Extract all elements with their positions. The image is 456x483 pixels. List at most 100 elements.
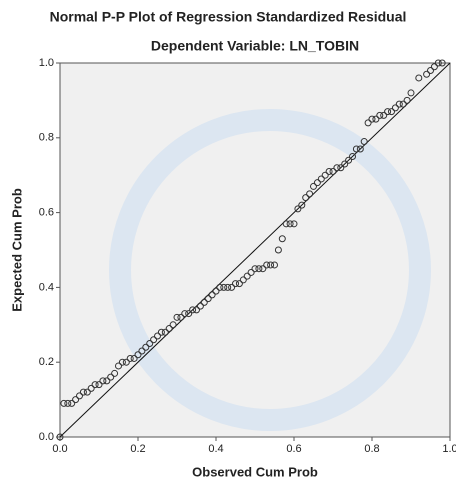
point — [391, 104, 399, 112]
point — [360, 138, 368, 146]
point — [115, 362, 122, 370]
point — [99, 377, 107, 385]
y-tick-label: 0.0 — [39, 431, 54, 443]
point — [83, 388, 91, 396]
point — [368, 115, 376, 123]
point — [286, 220, 294, 228]
point — [356, 145, 364, 153]
point — [68, 399, 76, 407]
point — [430, 63, 438, 71]
point — [310, 182, 317, 190]
x-tick-label: 0.0 — [52, 443, 67, 455]
point — [111, 369, 119, 377]
point — [122, 358, 130, 366]
point — [118, 358, 126, 366]
point — [271, 261, 278, 269]
y-axis-title: Expected Cum Prob — [9, 188, 24, 312]
point — [438, 59, 446, 67]
y-tick-label: 0.8 — [39, 132, 54, 144]
point — [228, 283, 236, 291]
point — [333, 164, 341, 172]
point — [317, 175, 325, 183]
point — [239, 276, 247, 284]
point — [126, 354, 134, 362]
point — [325, 167, 333, 175]
point — [278, 235, 286, 243]
x-tick-label: 1.0 — [442, 443, 456, 455]
point — [395, 100, 403, 108]
point — [321, 171, 329, 179]
point — [216, 283, 224, 291]
point — [255, 265, 263, 273]
x-tick-label: 0.8 — [364, 443, 379, 455]
point — [290, 220, 298, 228]
x-tick-label: 0.6 — [286, 443, 301, 455]
point — [165, 325, 173, 333]
point — [157, 328, 165, 336]
point — [154, 332, 161, 340]
point — [185, 310, 193, 318]
point — [177, 313, 185, 321]
point — [302, 194, 310, 202]
point — [224, 283, 232, 291]
point — [282, 220, 290, 228]
point — [263, 261, 271, 269]
point — [91, 381, 99, 389]
point — [243, 272, 251, 280]
x-tick-label: 0.4 — [208, 443, 223, 455]
point — [247, 268, 255, 276]
y-tick-label: 1.0 — [39, 57, 54, 69]
point — [204, 295, 212, 303]
point — [107, 373, 115, 381]
point — [64, 399, 72, 407]
point — [161, 328, 169, 336]
chart-title: Normal P-P Plot of Regression Standardiz… — [50, 9, 407, 25]
point — [76, 392, 83, 400]
point — [87, 384, 95, 392]
point — [434, 59, 442, 67]
point — [235, 280, 243, 288]
point — [95, 381, 103, 389]
point — [56, 433, 64, 441]
point — [138, 347, 146, 355]
point — [352, 145, 360, 153]
point — [341, 160, 349, 168]
point — [134, 351, 142, 359]
point — [142, 343, 150, 351]
point — [423, 70, 431, 78]
point — [274, 246, 282, 254]
point — [380, 111, 388, 119]
point — [150, 336, 158, 344]
point — [403, 96, 411, 104]
point — [267, 261, 275, 269]
point — [200, 298, 208, 306]
point — [388, 108, 395, 116]
point — [407, 89, 415, 97]
point — [372, 115, 380, 123]
point — [79, 388, 87, 396]
point — [329, 167, 337, 175]
x-axis-title: Observed Cum Prob — [192, 464, 318, 479]
point — [212, 287, 220, 295]
point — [60, 399, 68, 407]
point — [169, 321, 177, 329]
point — [349, 153, 356, 160]
point — [181, 310, 189, 318]
chart-subtitle: Dependent Variable: LN_TOBIN — [151, 38, 359, 54]
point — [298, 201, 306, 209]
y-tick-label: 0.4 — [39, 281, 54, 293]
point — [189, 306, 197, 314]
point — [208, 291, 216, 299]
point — [364, 119, 372, 127]
reference-line — [59, 62, 451, 438]
point — [306, 190, 314, 198]
point — [130, 354, 138, 362]
point — [399, 100, 407, 108]
point — [251, 265, 259, 273]
y-tick-label: 0.2 — [39, 356, 54, 368]
x-tick-label: 0.2 — [130, 443, 145, 455]
point — [173, 313, 181, 321]
y-tick-label: 0.6 — [39, 207, 54, 219]
point — [376, 111, 384, 119]
